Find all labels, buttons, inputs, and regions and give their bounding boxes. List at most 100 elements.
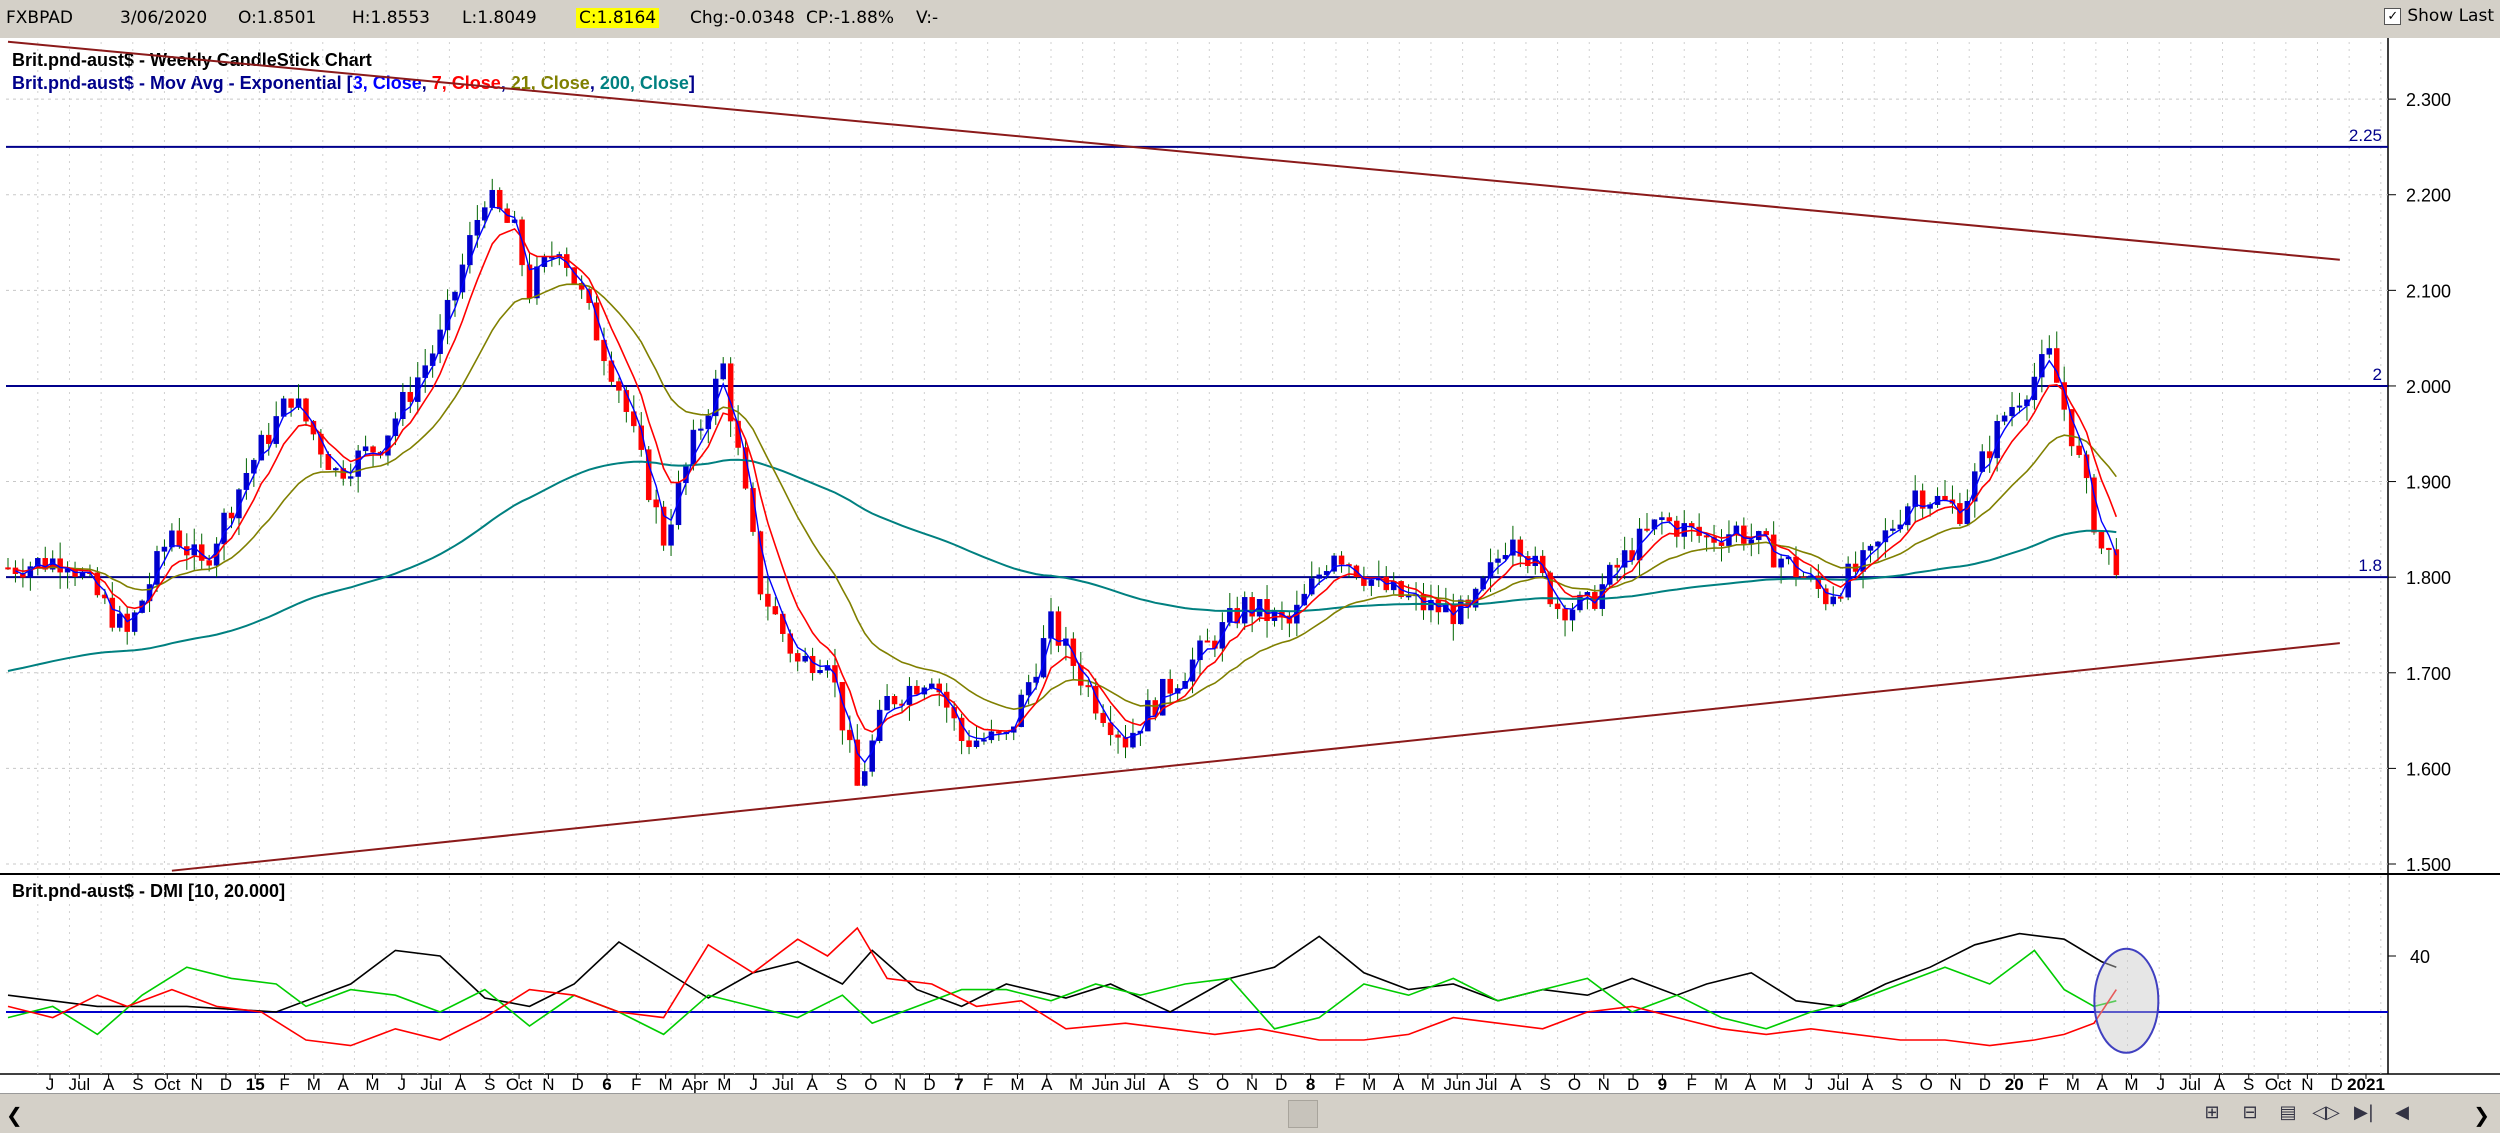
candle-body	[1495, 558, 1501, 563]
go-end-icon[interactable]: ▶|	[2354, 1102, 2374, 1123]
candle-body	[616, 381, 622, 391]
scroll-left-icon[interactable]: ❮	[6, 1103, 23, 1127]
candle-body	[1681, 523, 1687, 537]
show-last-checkbox-icon[interactable]: ✓	[2384, 7, 2402, 25]
candle-body	[5, 567, 11, 570]
candle-body	[1703, 535, 1710, 538]
ema-200-line	[7, 458, 2117, 672]
candle-body	[42, 558, 48, 570]
first-bar-icon[interactable]: ◁▷	[2312, 1102, 2340, 1123]
candle-body	[1882, 530, 1889, 543]
candle-body	[891, 696, 898, 705]
x-tick-label: A	[1393, 1075, 1405, 1093]
candle-body	[407, 391, 414, 402]
candle-body	[1040, 638, 1047, 678]
volume-value: V:-	[916, 8, 939, 28]
minus-di-line	[7, 926, 2117, 1047]
candle-body	[2054, 348, 2060, 383]
zoom-out-icon[interactable]: ⊟	[2242, 1102, 2258, 1123]
x-tick-label: Jul	[420, 1075, 442, 1093]
x-tick-label: F	[1687, 1075, 1697, 1093]
dmi-tick-label: 40	[2410, 947, 2430, 967]
candle-body	[355, 450, 361, 477]
candle-body	[1338, 555, 1345, 565]
show-last-toggle[interactable]: ✓ Show Last	[2384, 6, 2494, 26]
candle-body	[1830, 596, 1836, 605]
trendline	[7, 40, 2340, 261]
candle-body	[1182, 681, 1188, 689]
subtitle-part-6: ,	[590, 73, 600, 93]
candle-body	[645, 449, 652, 501]
candle-body	[660, 506, 667, 546]
candle-body	[1748, 539, 1755, 544]
candle-body	[57, 558, 63, 573]
zoom-in-icon[interactable]: ⊞	[2204, 1102, 2220, 1123]
candle-body	[288, 398, 294, 408]
x-tick-label: M	[307, 1075, 321, 1093]
subtitle-part-0: Brit.pnd-aust$ - Mov Avg - Exponential [	[12, 73, 353, 93]
candle-body	[154, 551, 160, 585]
y-tick-label: 1.700	[2406, 664, 2451, 684]
candle-body	[884, 696, 890, 711]
y-tick-label: 1.500	[2406, 855, 2451, 875]
candle-body	[1778, 558, 1784, 568]
candle-body	[1942, 495, 1948, 501]
subtitle-part-2: ,	[422, 73, 432, 93]
x-tick-label: 20	[2005, 1075, 2024, 1093]
x-tick-label: M	[2066, 1075, 2080, 1093]
plus-di-line	[7, 949, 2117, 1036]
show-last-label: Show Last	[2407, 6, 2494, 26]
candle-body	[1487, 562, 1494, 579]
x-tick-label: D	[1627, 1075, 1639, 1093]
candle-body	[899, 703, 905, 706]
x-tick-label: A	[2096, 1075, 2108, 1093]
x-tick-label: Oct	[506, 1075, 533, 1093]
candle-body	[690, 429, 697, 466]
subtitle-part-1: 3, Close	[353, 73, 422, 93]
candle-body	[109, 597, 116, 628]
candle-body	[1554, 603, 1561, 610]
candle-body	[2009, 406, 2015, 417]
candle-body	[1525, 556, 1531, 567]
candle-body	[2106, 547, 2112, 550]
step-back-icon[interactable]: ◀	[2395, 1102, 2409, 1123]
subtitle-part-7: 200, Close	[600, 73, 689, 93]
x-tick-label: S	[1188, 1075, 1199, 1093]
candle-body	[2039, 354, 2045, 378]
scroll-thumb[interactable]	[1288, 1100, 1318, 1128]
scroll-right-icon[interactable]: ❯	[2473, 1103, 2490, 1127]
dmi-title: Brit.pnd-aust$ - DMI [10, 20.000]	[12, 881, 285, 901]
candle-body	[1100, 712, 1106, 724]
print-icon[interactable]: ▤	[2279, 1102, 2297, 1123]
candle-body	[444, 299, 451, 331]
scroll-bar[interactable]: ❮ ⊞ ⊟ ▤ ◁▷ ▶| ◀ ❯	[0, 1093, 2500, 1133]
candle-body	[638, 425, 644, 450]
close-value: C:1.8164	[576, 8, 660, 28]
x-tick-label: A	[1158, 1075, 1170, 1093]
candle-body	[623, 390, 630, 412]
candle-body	[847, 729, 853, 741]
candle-body	[1919, 490, 1926, 509]
candle-body	[1569, 609, 1576, 621]
x-tick-label: D	[2331, 1075, 2343, 1093]
candle-body	[1517, 539, 1524, 557]
x-tick-label: N	[542, 1075, 554, 1093]
x-tick-label: S	[2243, 1075, 2254, 1093]
x-tick-label: M	[1010, 1075, 1024, 1093]
x-tick-label: A	[2214, 1075, 2226, 1093]
symbol-label: FXBPAD	[6, 8, 73, 28]
horizontal-line-label: 1.8	[2358, 556, 2382, 575]
chart-area[interactable]: Brit.pnd-aust$ - Weekly CandleStick Char…	[0, 38, 2500, 1093]
candle-body	[675, 482, 682, 526]
candle-body	[362, 446, 369, 452]
x-tick-label: F	[279, 1075, 289, 1093]
candle-body	[1130, 732, 1136, 748]
candle-body	[1018, 694, 1024, 728]
candle-body	[206, 560, 212, 566]
x-tick-label: M	[717, 1075, 731, 1093]
candle-body	[452, 291, 458, 301]
x-tick-label: A	[1745, 1075, 1757, 1093]
candle-body	[370, 446, 376, 453]
candle-body	[839, 681, 846, 731]
change-value: Chg:-0.0348	[690, 8, 795, 28]
